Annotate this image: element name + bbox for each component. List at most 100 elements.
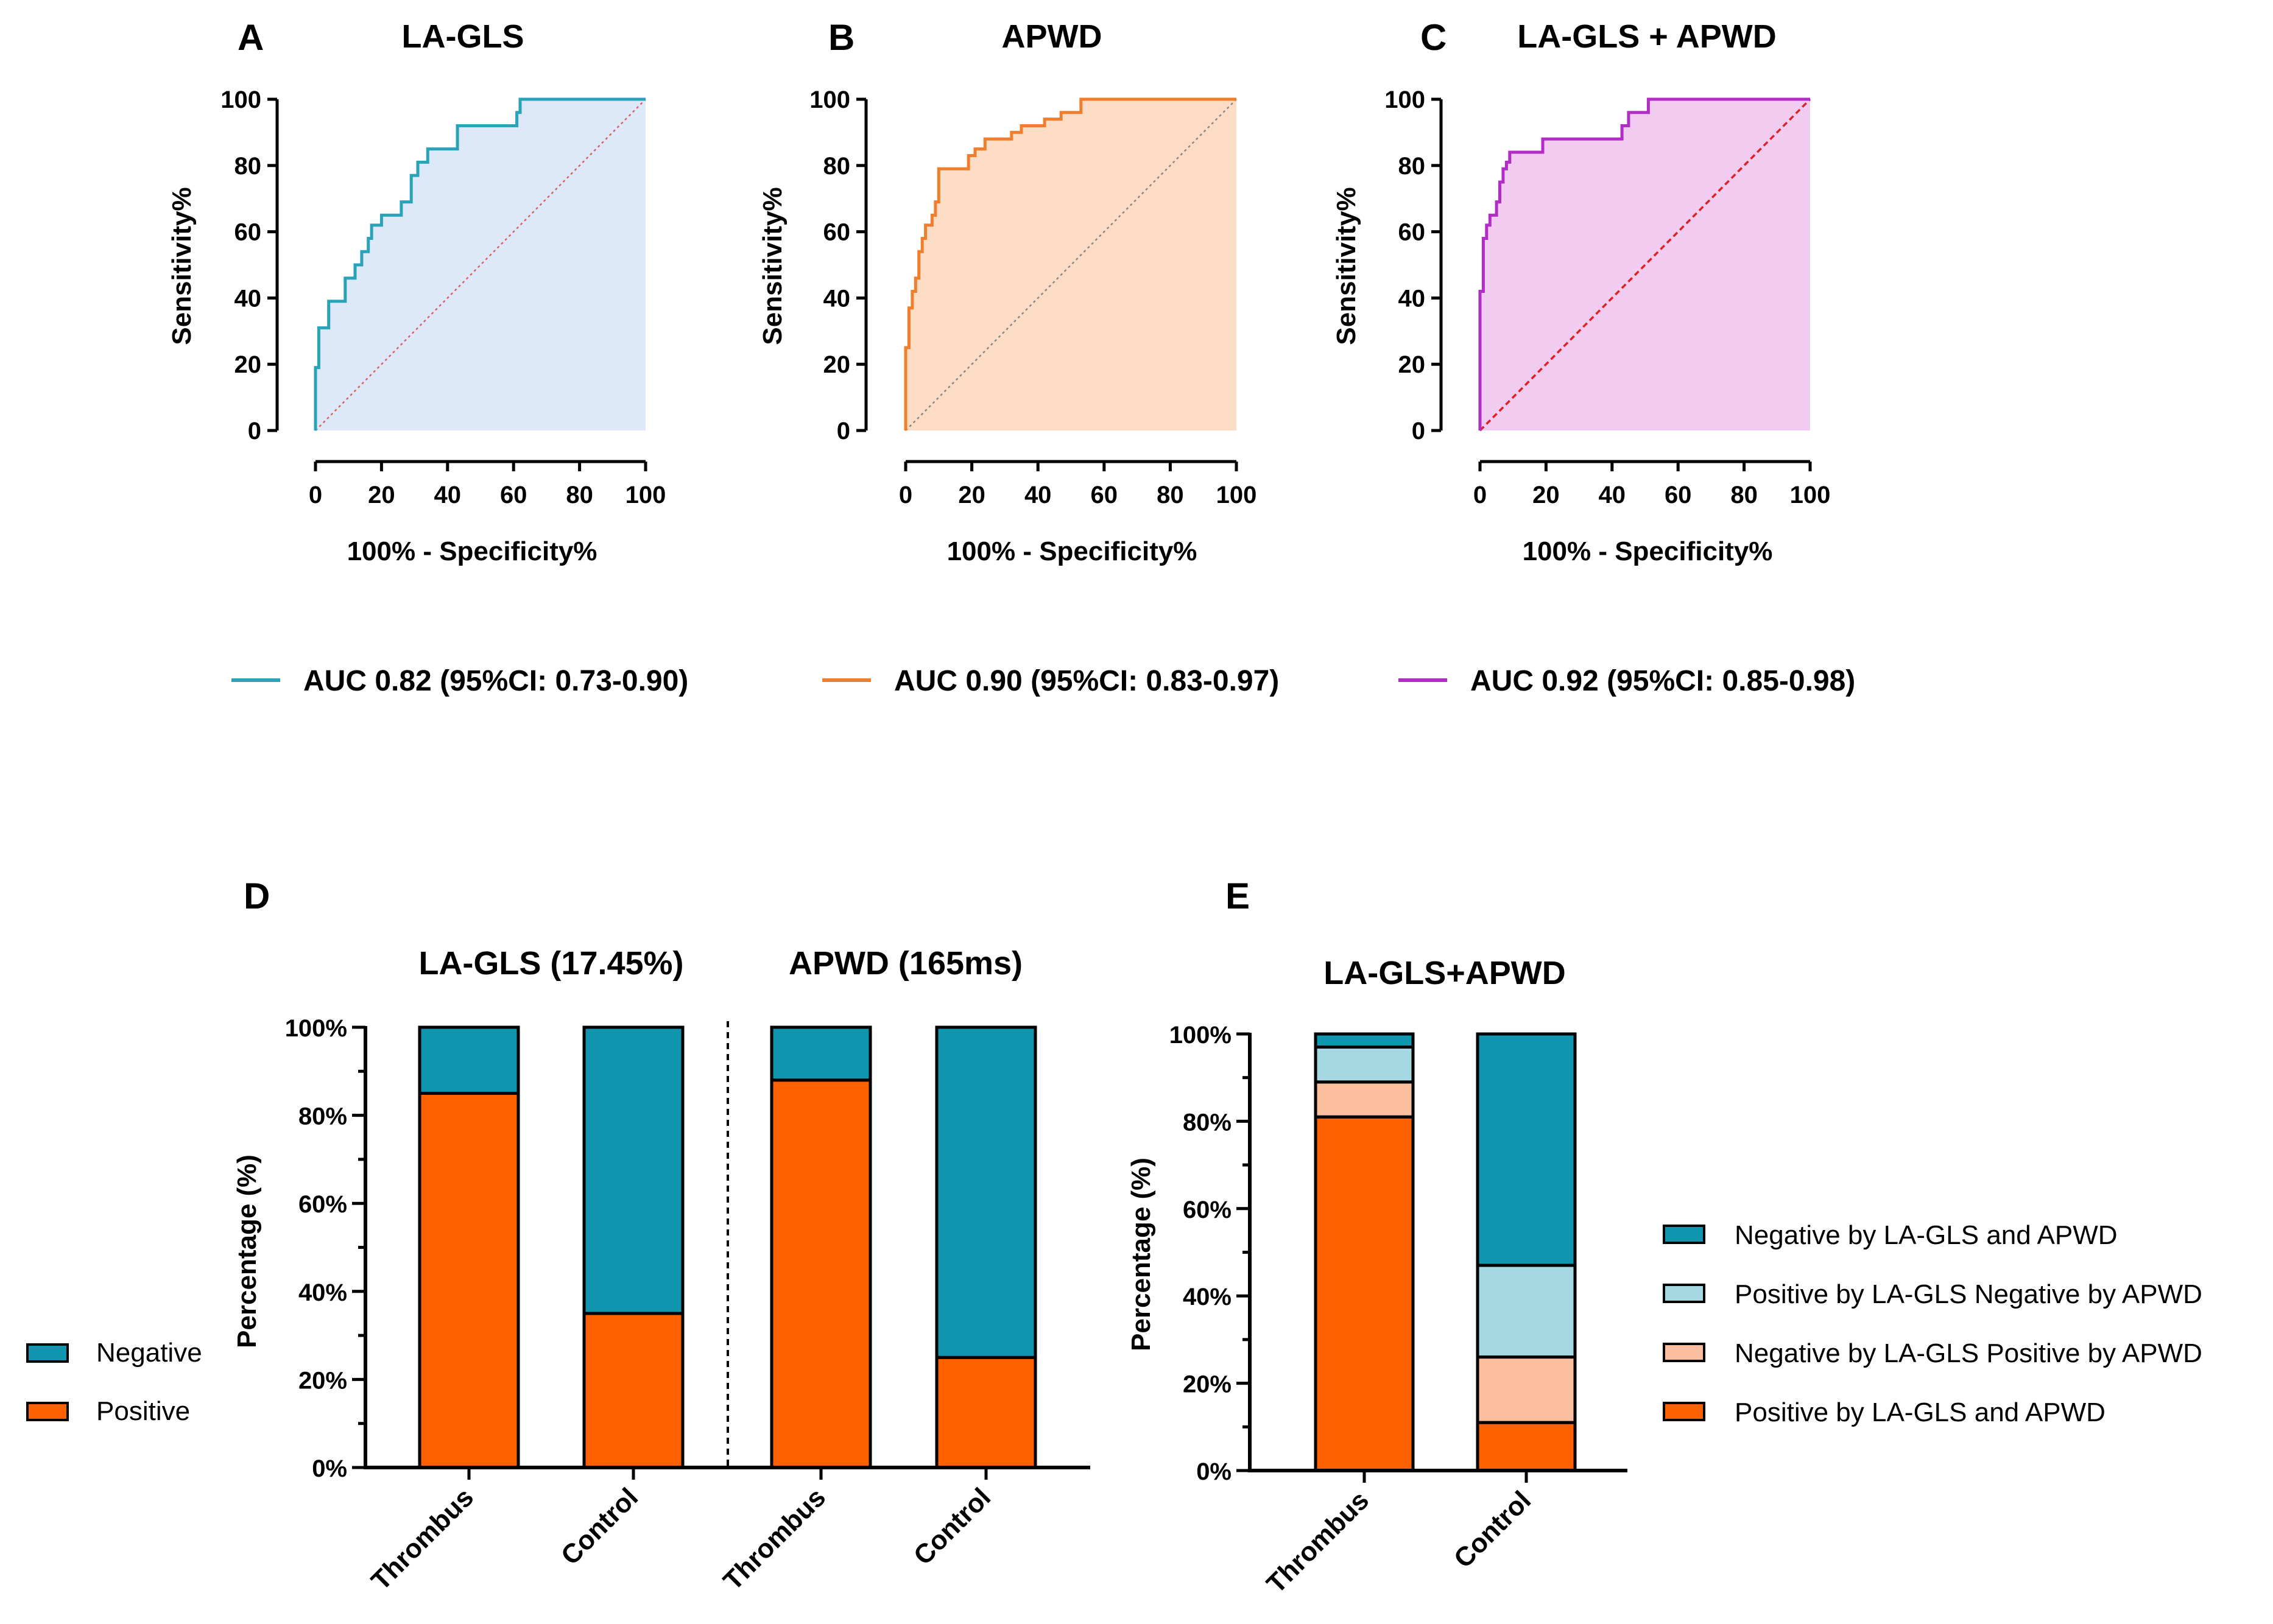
bar-segment: [1314, 1032, 1415, 1049]
x-tick-label: 60: [500, 482, 527, 508]
bar-segment: [935, 1355, 1037, 1469]
x-tick-label: 40: [434, 482, 462, 508]
bar-segment: [418, 1025, 520, 1095]
roc-curve: [1478, 97, 1810, 431]
y-tick-label: 40%: [1183, 1284, 1232, 1310]
x-tick-label: 60: [1665, 482, 1692, 508]
auc-legend: AUC 0.82 (95%CI: 0.73-0.90) AUC 0.90 (95…: [231, 665, 1855, 697]
legend-label-positive: Positive: [96, 1396, 190, 1426]
y-tick-label: 20%: [298, 1367, 347, 1394]
legend-label-neg-both: Negative by LA-GLS and APWD: [1735, 1220, 2118, 1250]
y-tick-label: 20: [234, 351, 262, 378]
auc-legend-la-gls: AUC 0.82 (95%CI: 0.73-0.90): [303, 665, 688, 697]
bar-segment: [770, 1025, 872, 1082]
roc-y-axis-label: Sensitivity%: [758, 187, 788, 345]
x-tick-label: 0: [899, 482, 912, 508]
bar-segment: [418, 1091, 520, 1469]
auc-legend-combined: AUC 0.92 (95%CI: 0.85-0.98): [1470, 665, 1855, 697]
bar-segment: [1314, 1115, 1415, 1472]
y-tick-label: 20%: [1183, 1371, 1232, 1398]
panel-letter-b: B: [828, 17, 855, 58]
bar-segment: [1476, 1032, 1577, 1267]
roc-x-axis-label: 100% - Specificity%: [347, 536, 597, 566]
x-tick-label: 20: [368, 482, 395, 508]
legend-swatch-pos-neg: [1663, 1284, 1705, 1303]
legend-swatch-neg-both: [1663, 1225, 1705, 1244]
bar-segment: [1314, 1080, 1415, 1119]
bar-segment: [935, 1025, 1037, 1359]
legend-swatch-pos-both: [1663, 1402, 1705, 1421]
legend-swatch-positive: [26, 1402, 69, 1421]
bar-y-axis-label: Percentage (%): [232, 1155, 262, 1348]
bar-segment: [582, 1025, 685, 1315]
roc-plot-area: 0 20 40 60 80 100 0 20 40 60 80 100: [1384, 86, 1830, 508]
y-tick-label: 60%: [298, 1191, 347, 1218]
x-tick-label: 40: [1599, 482, 1626, 508]
y-tick-label: 100%: [285, 1015, 347, 1042]
y-tick-label: 80: [823, 153, 851, 180]
y-tick-label: 60%: [1183, 1197, 1232, 1223]
y-tick-label: 40: [234, 285, 262, 312]
x-tick-label: 80: [1157, 482, 1184, 508]
y-tick-label: 60: [234, 219, 262, 246]
roc-y-axis-label: Sensitivity%: [167, 187, 197, 345]
x-tick-label: 100: [1216, 482, 1257, 508]
bar-segment: [1476, 1264, 1577, 1359]
panel-letter-c: C: [1420, 17, 1447, 58]
y-tick-label: 100: [220, 86, 261, 113]
y-tick-label: 20: [823, 351, 851, 378]
roc-panel-a: A LA-GLS 0 20 40 60 80 100 0 20 40 60 80 100 100% -…: [167, 17, 666, 566]
x-tick-label: 0: [1473, 482, 1487, 508]
x-tick-label: 0: [309, 482, 322, 508]
y-tick-label: 0: [248, 418, 261, 445]
bar-y-axis-label: Percentage (%): [1126, 1158, 1156, 1351]
y-tick-label: 80: [234, 153, 262, 180]
roc-reference-diagonal: [905, 99, 1237, 431]
auc-legend-apwd: AUC 0.90 (95%CI: 0.83-0.97): [894, 665, 1279, 697]
legend-label-pos-neg: Positive by LA-GLS Negative by APWD: [1735, 1279, 2202, 1309]
y-tick-label: 80%: [1183, 1109, 1232, 1136]
legend-swatch-negative: [26, 1343, 69, 1363]
group-title-la-gls: LA-GLS (17.45%): [418, 945, 683, 982]
bar-segment: [1314, 1046, 1415, 1084]
roc-curve: [314, 97, 646, 431]
bar-title-combined: LA-GLS+APWD: [1323, 955, 1566, 991]
y-tick-label: 60: [823, 219, 851, 246]
group-title-apwd: APWD (165ms): [789, 945, 1023, 982]
legend-label-pos-both: Positive by LA-GLS and APWD: [1735, 1397, 2106, 1427]
panel-letter-a: A: [238, 17, 264, 58]
x-category-label: Control: [908, 1482, 996, 1570]
y-tick-label: 100: [809, 86, 850, 113]
y-tick-label: 0: [837, 418, 850, 445]
legend-label-neg-pos: Negative by LA-GLS Positive by APWD: [1735, 1338, 2202, 1368]
bar-segment: [1476, 1355, 1577, 1424]
panel-letter-d: D: [244, 876, 270, 916]
roc-title-apwd: APWD: [1002, 18, 1102, 55]
y-tick-label: 0%: [1196, 1458, 1232, 1485]
roc-x-axis-label: 100% - Specificity%: [947, 536, 1197, 566]
panel-letter-e: E: [1225, 876, 1250, 916]
y-tick-label: 60: [1398, 219, 1426, 246]
roc-panel-c: C LA-GLS + APWD 0 20 40 60 80 100 0 20 40 60 80 100…: [1331, 17, 1830, 566]
roc-curve: [904, 97, 1236, 431]
y-tick-label: 100: [1384, 86, 1425, 113]
x-tick-label: 80: [1730, 482, 1758, 508]
y-tick-label: 0%: [312, 1455, 347, 1482]
y-tick-label: 80: [1398, 153, 1426, 180]
roc-panel-b: B APWD 0 20 40 60 80 100 0 20 40 60 80 100 100% - S…: [758, 17, 1256, 566]
roc-title-la-gls: LA-GLS: [402, 18, 524, 55]
bar-segment: [1476, 1421, 1577, 1472]
x-category-label: Thrombus: [1261, 1485, 1375, 1599]
roc-reference-diagonal: [1479, 98, 1811, 432]
y-tick-label: 40%: [298, 1279, 347, 1306]
x-tick-label: 60: [1091, 482, 1118, 508]
x-tick-label: 20: [958, 482, 985, 508]
legend-e: Negative by LA-GLS and APWD Positive by …: [1663, 1220, 2202, 1427]
bar-plot-area: 0% 20% 40% 60% 80% 100% Thrombus Control Thrombu…: [285, 1015, 1090, 1596]
roc-plot-area: 0 20 40 60 80 100 0 20 40 60 80 100: [220, 86, 666, 508]
legend-swatch-neg-pos: [1663, 1343, 1705, 1362]
y-tick-label: 80%: [298, 1103, 347, 1130]
y-tick-label: 0: [1412, 418, 1425, 445]
roc-y-axis-label: Sensitivity%: [1331, 187, 1361, 345]
